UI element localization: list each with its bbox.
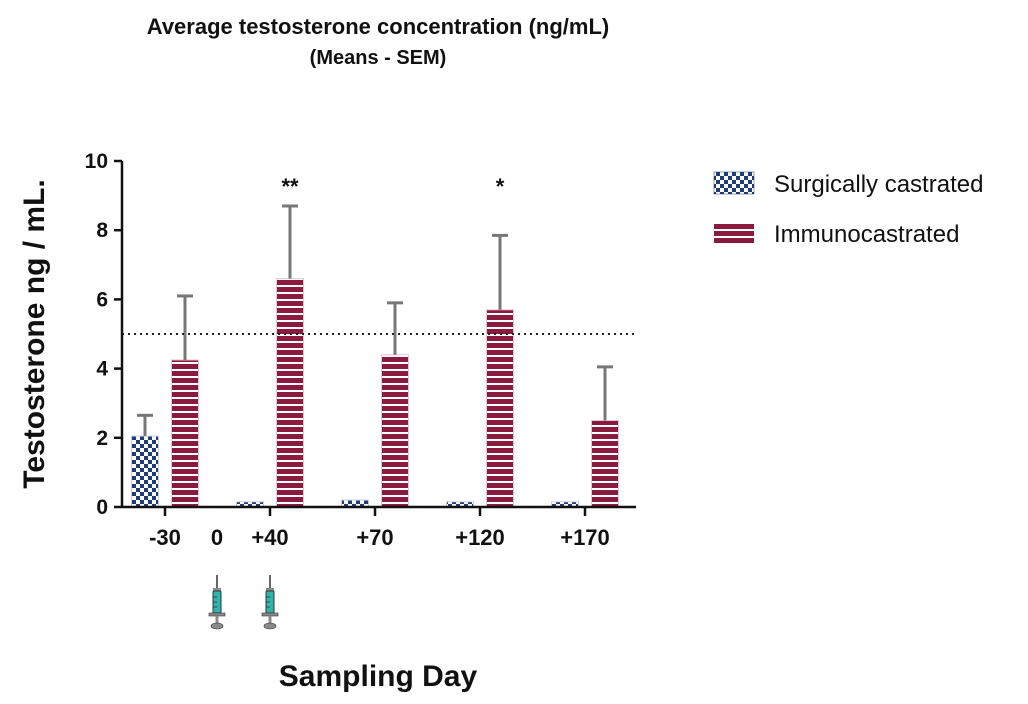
legend: Surgically castrated Immunocastrated (713, 171, 983, 248)
significance-marker: * (496, 174, 505, 199)
x-tick-label: +70 (356, 525, 393, 550)
y-tick-label: 8 (96, 219, 108, 242)
x-tick-label: +170 (560, 525, 610, 550)
x-axis-title: Sampling Day (279, 660, 478, 693)
bar-immunocastrated (591, 420, 619, 508)
y-tick-label: 6 (96, 288, 108, 311)
chart-title: Average testosterone concentration (ng/m… (147, 14, 609, 39)
x-tick-label: +120 (455, 525, 505, 550)
y-tick-label: 10 (85, 150, 108, 173)
x-tick-label: -30 (149, 525, 181, 550)
legend-item-surgically-castrated: Surgically castrated (713, 171, 983, 198)
legend-item-immunocastrated: Immunocastrated (714, 221, 959, 248)
syringe-icon (261, 574, 279, 630)
y-tick-label: 4 (96, 358, 108, 381)
legend-label: Surgically castrated (774, 171, 983, 198)
x-tick-label: +40 (251, 525, 288, 550)
bar-surgically-castrated (131, 435, 159, 508)
y-tick-label: 0 (96, 496, 108, 519)
y-axis-title: Testosterone ng / mL. (18, 179, 51, 488)
syringe-icon (208, 574, 226, 630)
legend-swatch-stripes (714, 222, 754, 244)
x-tick-label-day-zero: 0 (211, 525, 223, 550)
bar-immunocastrated (276, 278, 304, 508)
bar-immunocastrated (486, 309, 514, 508)
bar-immunocastrated (381, 354, 409, 508)
chart-subtitle: (Means - SEM) (310, 47, 447, 69)
bar-immunocastrated (171, 359, 199, 508)
significance-marker: ** (281, 174, 299, 199)
legend-label: Immunocastrated (774, 221, 959, 248)
y-tick-label: 2 (96, 427, 108, 450)
legend-swatch-checker (713, 171, 755, 195)
